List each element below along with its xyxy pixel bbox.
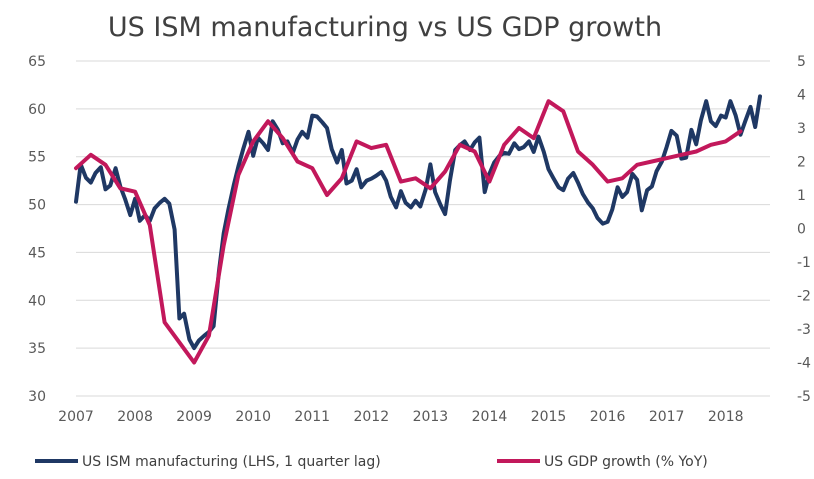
x-tick-label: 2007 xyxy=(58,409,94,425)
right-tick-label: 5 xyxy=(797,54,806,70)
left-tick-label: 35 xyxy=(28,341,46,357)
x-tick-label: 2018 xyxy=(708,409,744,425)
x-tick-label: 2010 xyxy=(235,409,271,425)
left-tick-label: 45 xyxy=(28,245,46,261)
right-tick-label: 0 xyxy=(797,222,806,238)
x-tick-label: 2011 xyxy=(294,409,330,425)
series-line-ism xyxy=(74,94,762,351)
legend-label: US ISM manufacturing (LHS, 1 quarter lag… xyxy=(82,454,381,470)
right-axis-ticks: -5 -4 -3 -2 -1 0 1 2 3 4 5 xyxy=(797,54,811,405)
x-axis-ticks: 2007 2008 2009 2010 2011 2012 2013 2014 2015 2016… xyxy=(58,409,743,425)
series-line-gdp xyxy=(74,99,743,365)
right-tick-label: -1 xyxy=(797,255,811,271)
x-tick-label: 2009 xyxy=(176,409,212,425)
left-tick-label: 30 xyxy=(28,389,46,405)
right-tick-label: 2 xyxy=(797,155,806,171)
x-tick-label: 2012 xyxy=(353,409,389,425)
x-tick-label: 2014 xyxy=(472,409,508,425)
right-tick-label: -3 xyxy=(797,322,811,338)
right-tick-label: -2 xyxy=(797,289,811,305)
right-tick-label: -4 xyxy=(797,356,811,372)
right-tick-label: 4 xyxy=(797,88,806,104)
left-tick-label: 65 xyxy=(28,54,46,70)
x-tick-label: 2016 xyxy=(590,409,626,425)
left-tick-label: 60 xyxy=(28,102,46,118)
x-tick-label: 2008 xyxy=(117,409,153,425)
legend-label: US GDP growth (% YoY) xyxy=(544,454,708,470)
series-lines xyxy=(74,94,762,365)
x-tick-label: 2013 xyxy=(413,409,449,425)
x-tick-label: 2017 xyxy=(649,409,685,425)
left-axis-ticks: 30 35 40 45 50 55 60 65 xyxy=(28,54,46,405)
legend: US ISM manufacturing (LHS, 1 quarter lag… xyxy=(35,454,708,470)
left-tick-label: 50 xyxy=(28,198,46,214)
right-tick-label: -5 xyxy=(797,389,811,405)
left-tick-label: 40 xyxy=(28,293,46,309)
gridlines xyxy=(76,60,770,397)
left-tick-label: 55 xyxy=(28,150,46,166)
chart-title: US ISM manufacturing vs US GDP growth xyxy=(107,12,663,43)
x-tick-label: 2015 xyxy=(531,409,567,425)
right-tick-label: 1 xyxy=(797,188,806,204)
right-tick-label: 3 xyxy=(797,121,806,137)
